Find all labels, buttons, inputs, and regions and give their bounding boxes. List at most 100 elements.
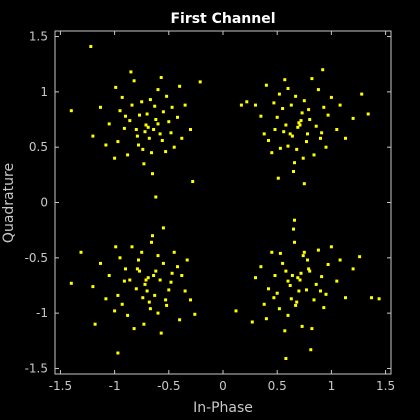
data-point bbox=[377, 297, 381, 301]
data-point bbox=[270, 250, 274, 254]
y-axis-label: Quadrature bbox=[1, 163, 17, 243]
y-tick-label: 1 bbox=[40, 85, 48, 99]
data-point bbox=[370, 296, 373, 300]
data-point bbox=[286, 87, 290, 90]
data-point bbox=[142, 322, 146, 326]
data-point bbox=[283, 329, 287, 333]
x-tick-label: -1.5 bbox=[49, 379, 72, 393]
data-point bbox=[140, 250, 144, 254]
data-point bbox=[183, 103, 187, 107]
data-point bbox=[69, 109, 73, 113]
data-point bbox=[153, 293, 157, 297]
data-point bbox=[299, 271, 303, 275]
data-point bbox=[148, 307, 152, 311]
data-point bbox=[146, 276, 150, 280]
data-point bbox=[281, 261, 285, 265]
data-point bbox=[114, 245, 118, 249]
data-point bbox=[316, 248, 320, 252]
data-point bbox=[302, 182, 306, 186]
data-point bbox=[338, 103, 342, 107]
data-point bbox=[93, 322, 97, 326]
data-point bbox=[167, 120, 171, 124]
data-point bbox=[360, 92, 364, 96]
x-tick-label: 0 bbox=[219, 379, 227, 393]
data-point bbox=[344, 296, 347, 300]
data-point bbox=[276, 176, 280, 180]
data-point bbox=[118, 109, 122, 113]
data-point bbox=[310, 327, 314, 331]
data-point bbox=[296, 276, 300, 280]
data-point bbox=[150, 240, 153, 244]
data-point bbox=[278, 251, 282, 255]
data-point bbox=[79, 250, 83, 254]
data-point bbox=[122, 279, 126, 283]
data-point bbox=[306, 132, 309, 136]
data-point bbox=[254, 103, 257, 107]
data-point bbox=[148, 98, 152, 102]
data-point bbox=[159, 76, 163, 79]
data-point bbox=[156, 122, 160, 126]
data-point bbox=[286, 313, 290, 317]
data-point bbox=[234, 309, 238, 313]
data-point bbox=[159, 331, 163, 335]
y-tick-label: 1.5 bbox=[29, 30, 48, 44]
data-point bbox=[164, 298, 168, 302]
data-point bbox=[322, 306, 326, 310]
data-point bbox=[116, 140, 120, 144]
data-point bbox=[156, 88, 160, 92]
data-point bbox=[322, 105, 326, 109]
data-point bbox=[118, 256, 122, 260]
data-point bbox=[275, 291, 279, 295]
data-point bbox=[321, 68, 325, 72]
data-point bbox=[152, 128, 156, 131]
data-point bbox=[329, 95, 333, 99]
data-point bbox=[151, 234, 154, 238]
data-point bbox=[289, 297, 293, 301]
data-point bbox=[132, 327, 136, 331]
data-point bbox=[130, 245, 134, 249]
data-point bbox=[143, 282, 147, 286]
data-point bbox=[141, 147, 145, 151]
data-point bbox=[295, 300, 299, 304]
data-point bbox=[165, 94, 169, 98]
data-point bbox=[273, 128, 277, 131]
data-point bbox=[189, 298, 192, 302]
y-tick-label: -1.5 bbox=[25, 361, 48, 375]
data-point bbox=[324, 145, 328, 149]
data-point bbox=[180, 136, 184, 140]
data-point bbox=[366, 112, 370, 116]
data-point bbox=[308, 269, 312, 273]
data-point bbox=[138, 113, 141, 117]
data-point bbox=[278, 146, 282, 150]
data-point bbox=[297, 121, 301, 125]
data-point bbox=[137, 258, 140, 262]
data-point bbox=[264, 317, 268, 321]
data-point bbox=[154, 269, 158, 273]
data-point bbox=[141, 296, 145, 300]
data-point bbox=[142, 162, 146, 166]
data-point bbox=[338, 258, 342, 262]
y-tick-label: 0 bbox=[40, 196, 48, 210]
data-point bbox=[151, 172, 154, 176]
data-point bbox=[120, 302, 124, 306]
data-point bbox=[320, 275, 324, 279]
data-point bbox=[267, 139, 270, 142]
data-point bbox=[104, 143, 108, 147]
y-ticks: -1.5 -1 -0.5 0 0.5 1 1.5 bbox=[25, 30, 391, 375]
data-point bbox=[250, 320, 254, 324]
data-point bbox=[145, 289, 149, 293]
data-point bbox=[165, 303, 169, 307]
data-point bbox=[275, 115, 279, 119]
data-point bbox=[138, 269, 141, 273]
data-point bbox=[301, 254, 305, 258]
data-point bbox=[107, 274, 111, 277]
data-point bbox=[335, 279, 339, 283]
data-point bbox=[264, 83, 268, 87]
data-point bbox=[161, 226, 165, 230]
data-point bbox=[147, 136, 151, 140]
data-point bbox=[104, 297, 108, 301]
data-point bbox=[161, 261, 165, 265]
y-tick-label: 0.5 bbox=[29, 140, 48, 154]
data-point bbox=[351, 267, 355, 271]
